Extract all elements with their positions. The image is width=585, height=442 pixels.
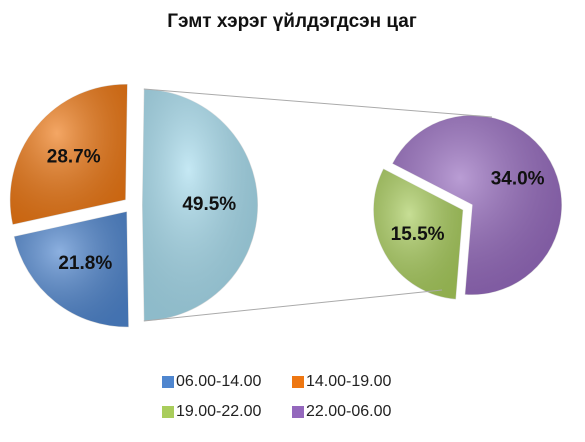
data-label: 28.7% xyxy=(47,146,101,167)
legend-swatch xyxy=(292,376,304,388)
slice-shade xyxy=(9,83,128,225)
legend-label: 06.00-14.00 xyxy=(176,373,262,390)
slice-shade xyxy=(392,114,562,295)
connector xyxy=(143,289,443,322)
legend-label: 19.00-22.00 xyxy=(176,403,262,420)
data-label: 34.0% xyxy=(491,169,545,190)
data-label: 49.5% xyxy=(182,194,236,215)
legend-swatch xyxy=(162,376,174,388)
data-label: 21.8% xyxy=(58,253,112,274)
data-label: 15.5% xyxy=(391,224,445,245)
chart-title: Гэмт хэрэг үйлдэгдсэн цаг xyxy=(167,11,417,32)
legend-label: 22.00-06.00 xyxy=(306,403,392,420)
connector xyxy=(143,88,493,118)
slice-shade xyxy=(142,89,258,321)
slice-shade xyxy=(373,168,464,300)
legend-swatch xyxy=(162,406,174,418)
slice-shade xyxy=(13,211,129,328)
legend-swatch xyxy=(292,406,304,418)
legend-label: 14.00-19.00 xyxy=(306,373,392,390)
